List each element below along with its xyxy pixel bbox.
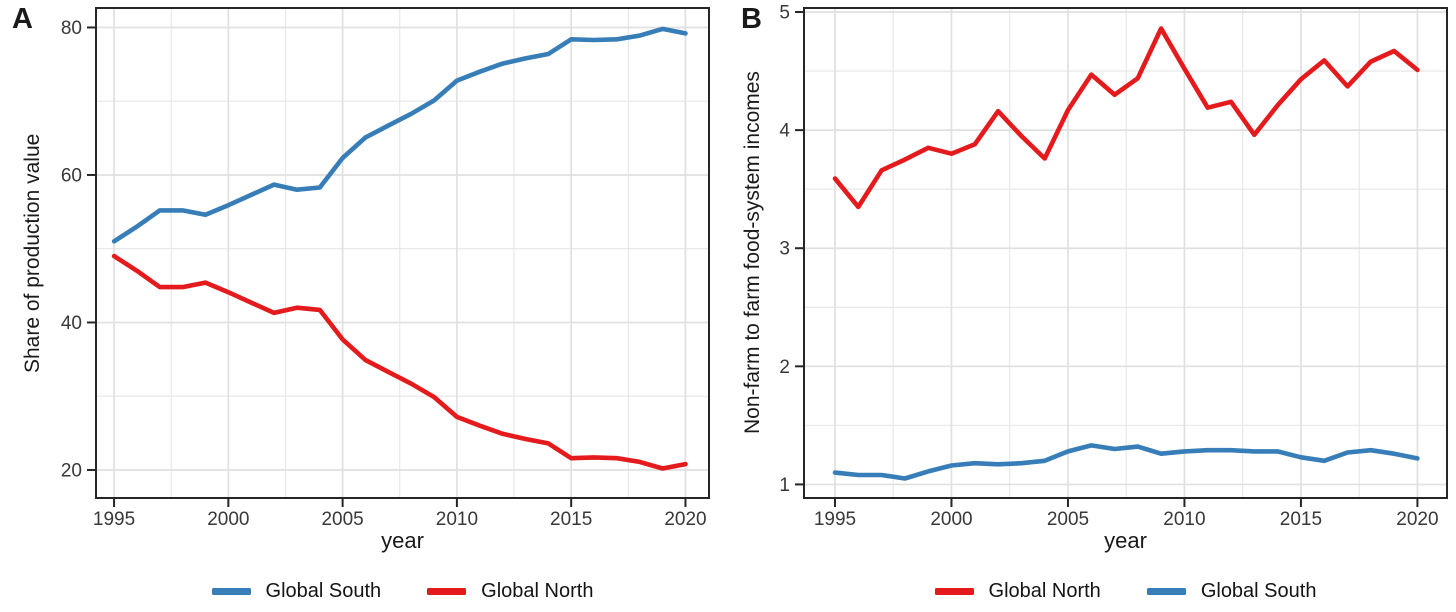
y-tick-label: 20 xyxy=(61,460,82,481)
x-tick-label: 2000 xyxy=(207,509,249,530)
legend-label: Global South xyxy=(1200,580,1317,602)
x-tick-label: 1995 xyxy=(814,509,856,530)
panel-border xyxy=(803,7,1448,499)
y-tick-label: 80 xyxy=(61,18,82,39)
x-tick-label: 1995 xyxy=(93,509,135,530)
panel-a-y-axis-title: Share of production value xyxy=(21,133,44,373)
legend-label: Global North xyxy=(988,580,1101,602)
data-line-global-north xyxy=(111,253,688,471)
panel-a-x-axis-title: year xyxy=(381,528,424,553)
x-tick-label: 2005 xyxy=(321,509,363,530)
legend-line-swatch-red xyxy=(427,588,467,595)
panel-b-letter: B xyxy=(741,3,763,35)
y-tick-label: 5 xyxy=(779,3,790,24)
x-tick-label: 2015 xyxy=(550,509,592,530)
x-tick-label: 2010 xyxy=(436,509,478,530)
legend-label: Global South xyxy=(265,580,382,602)
legend-line-swatch-blue xyxy=(1146,588,1186,595)
y-tick-label: 60 xyxy=(61,165,82,186)
legend-label: Global North xyxy=(481,580,594,602)
y-tick-label: 4 xyxy=(779,121,790,142)
legend-item-global-south: Global South xyxy=(1146,580,1317,603)
x-tick-label: 2020 xyxy=(664,509,706,530)
y-tick-label: 1 xyxy=(779,475,790,496)
panel-a-letter: A xyxy=(12,3,34,35)
legend-item-global-south: Global South xyxy=(211,580,382,603)
y-tick-label: 2 xyxy=(779,357,790,378)
legend-line-swatch-blue xyxy=(211,588,251,595)
panel-border xyxy=(95,7,710,499)
panel-a-legend: Global South Global North xyxy=(96,580,709,603)
panel-b-legend: Global North Global South xyxy=(804,580,1447,603)
x-tick-label: 2010 xyxy=(1163,509,1205,530)
data-line-global-south xyxy=(832,443,1420,481)
x-tick-label: 2005 xyxy=(1047,509,1089,530)
y-tick-label: 40 xyxy=(61,313,82,334)
x-tick-label: 2000 xyxy=(930,509,972,530)
legend-line-swatch-red xyxy=(934,588,974,595)
x-tick-label: 2020 xyxy=(1396,509,1438,530)
panel-b-x-axis-title: year xyxy=(1104,528,1147,553)
panel-b-y-axis-title: Non-farm to farm food-system incomes xyxy=(741,71,764,435)
y-tick-label: 3 xyxy=(779,239,790,260)
legend-item-global-north: Global North xyxy=(934,580,1101,603)
data-line-global-south xyxy=(111,26,688,244)
legend-item-global-north: Global North xyxy=(427,580,593,603)
x-tick-label: 2015 xyxy=(1280,509,1322,530)
data-line-global-north xyxy=(832,26,1420,210)
